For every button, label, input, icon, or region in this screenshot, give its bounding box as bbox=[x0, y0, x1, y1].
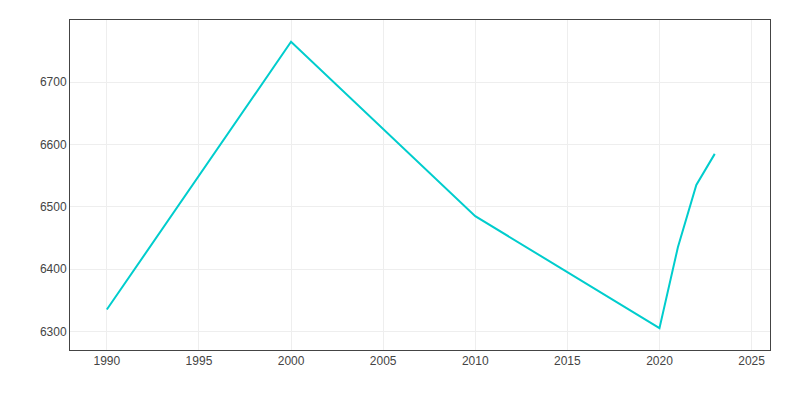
svg-text:6700: 6700 bbox=[40, 75, 67, 89]
svg-text:2015: 2015 bbox=[554, 354, 581, 368]
svg-text:1990: 1990 bbox=[93, 354, 120, 368]
svg-text:2010: 2010 bbox=[462, 354, 489, 368]
svg-text:2025: 2025 bbox=[738, 354, 765, 368]
svg-text:6300: 6300 bbox=[40, 325, 67, 339]
svg-text:6600: 6600 bbox=[40, 138, 67, 152]
svg-text:6400: 6400 bbox=[40, 262, 67, 276]
svg-text:2000: 2000 bbox=[278, 354, 305, 368]
svg-text:2020: 2020 bbox=[646, 354, 673, 368]
svg-text:1995: 1995 bbox=[186, 354, 213, 368]
svg-text:2005: 2005 bbox=[370, 354, 397, 368]
svg-text:6500: 6500 bbox=[40, 200, 67, 214]
